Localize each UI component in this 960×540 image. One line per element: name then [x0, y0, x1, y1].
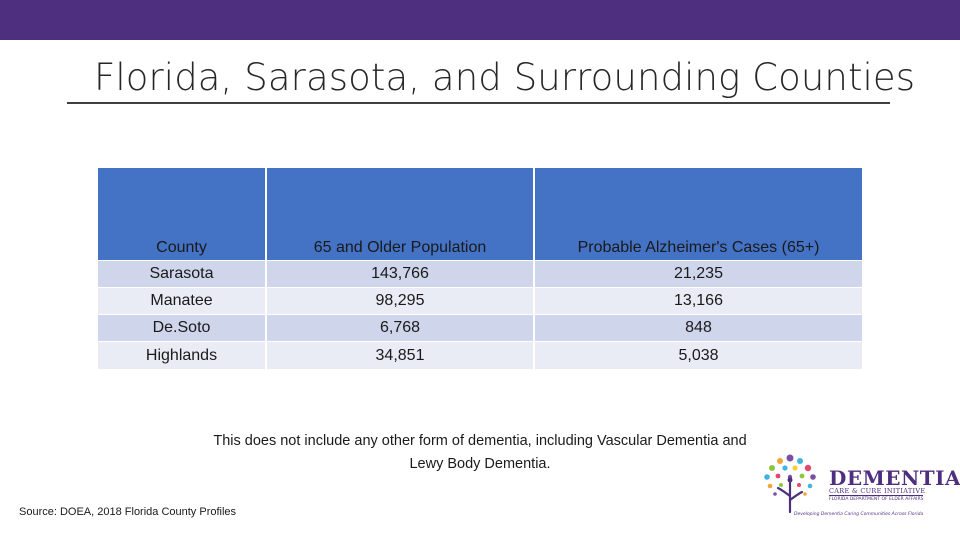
header-county: County — [156, 239, 207, 256]
cell-cases: 13,166 — [674, 292, 723, 309]
cell-population: 98,295 — [375, 292, 425, 309]
cell-county: Highlands — [145, 347, 218, 364]
logo-tagline: Developing Dementia Caring Communities A… — [794, 512, 924, 517]
header-population: 65 and Older Population — [313, 239, 487, 256]
cell-cases: 848 — [685, 319, 712, 336]
logo-department: FLORIDA DEPARTMENT OF ELDER AFFAIRS — [829, 495, 924, 502]
data-table: County 65 and Older Population Probable … — [98, 168, 862, 369]
table-row — [98, 315, 862, 341]
column-divider — [265, 168, 267, 369]
logo-title: DEMENTIA — [829, 466, 960, 490]
cell-population: 6,768 — [379, 319, 421, 336]
dementia-care-logo: DEMENTIA CARE & CURE INITIATIVE FLORIDA … — [752, 452, 960, 522]
source-citation: Source: DOEA, 2018 Florida County Profil… — [19, 506, 237, 518]
slide-title: Florida, Sarasota, and Surrounding Count… — [94, 56, 916, 99]
cell-county: De.Soto — [152, 319, 211, 336]
cell-cases: 21,235 — [674, 265, 723, 282]
cell-county: Sarasota — [149, 265, 214, 282]
table-header-row — [98, 235, 862, 260]
cell-county: Manatee — [150, 292, 213, 309]
top-accent-bar — [0, 0, 960, 40]
table-row — [98, 288, 862, 314]
tree-of-dots-icon — [764, 454, 816, 514]
footnote: This does not include any other form of … — [213, 433, 747, 472]
cell-cases: 5,038 — [678, 347, 719, 364]
logo-subtitle: CARE & CURE INITIATIVE — [829, 487, 926, 495]
header-alzheimers-cases: Probable Alzheimer's Cases (65+) — [577, 239, 820, 256]
cell-population: 34,851 — [375, 347, 425, 364]
table-row — [98, 261, 862, 287]
column-divider — [533, 168, 535, 369]
title-underline — [67, 102, 890, 104]
cell-population: 143,766 — [371, 265, 429, 282]
table-row — [98, 342, 862, 369]
